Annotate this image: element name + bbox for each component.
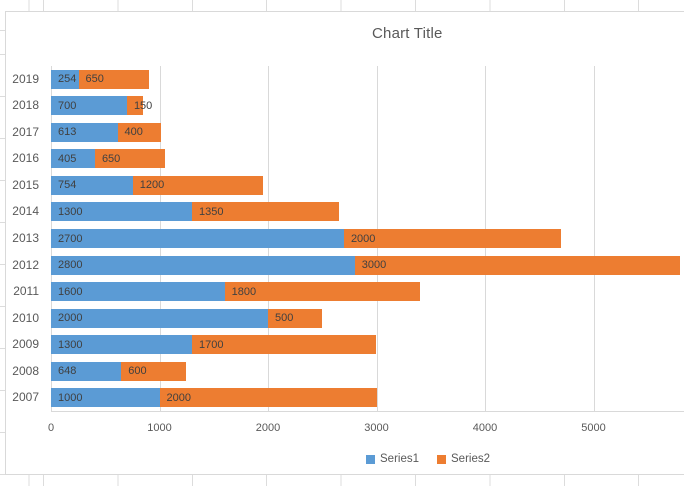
data-label: 2000 xyxy=(350,232,376,245)
data-label: 254 xyxy=(58,73,77,86)
bar-segment-series2-2010[interactable]: 500 xyxy=(268,308,323,328)
legend-label: Series2 xyxy=(451,453,490,465)
data-label: 400 xyxy=(124,126,143,139)
plot-area[interactable]: 254 650 700 150 613 400 405 650 754 1200 1300 1350 2… xyxy=(51,66,684,412)
data-label: 2000 xyxy=(166,391,191,404)
data-label: 1700 xyxy=(199,338,224,351)
legend-swatch-icon xyxy=(437,454,446,464)
category-label-2009[interactable]: 2009 xyxy=(12,337,39,352)
chart-title[interactable]: Chart Title xyxy=(372,25,443,42)
gridline-5000 xyxy=(593,66,595,411)
bar-segment-series2-2015[interactable]: 1200 xyxy=(132,175,263,195)
data-label: 600 xyxy=(128,365,147,378)
bar-segment-series1-2017[interactable]: 613 xyxy=(51,122,118,142)
bar-segment-series2-2007[interactable]: 2000 xyxy=(159,388,377,408)
bar-row-2012: 2800 3000 xyxy=(51,255,684,275)
data-label: 500 xyxy=(275,312,294,325)
category-label-2011[interactable]: 2011 xyxy=(13,284,39,299)
data-label: 2700 xyxy=(58,232,83,245)
bar-row-2017: 613 400 xyxy=(51,122,684,142)
bar-segment-series1-2010[interactable]: 2000 xyxy=(51,308,268,328)
bar-row-2007: 1000 2000 xyxy=(51,388,684,408)
bar-segment-series2-2014[interactable]: 1350 xyxy=(192,202,339,222)
category-label-2013[interactable]: 2013 xyxy=(12,231,39,245)
legend-swatch-icon xyxy=(366,454,375,464)
bar-segment-series2-2018[interactable]: 150 xyxy=(126,96,152,116)
bar-segment-series1-2018[interactable]: 700 xyxy=(51,96,127,116)
bar-segment-series1-2012[interactable]: 2800 xyxy=(51,255,355,275)
data-label: 1200 xyxy=(139,179,165,192)
bar-segment-series2-2017[interactable]: 400 xyxy=(117,122,161,142)
bar-row-2016: 405 650 xyxy=(51,149,684,169)
bar-row-2019: 254 650 xyxy=(51,69,684,89)
x-tick-label-1000[interactable]: 1000 xyxy=(147,422,172,434)
legend-item-series1[interactable]: Series1 xyxy=(366,453,419,465)
data-label: 2000 xyxy=(58,312,83,325)
bar-row-2011: 1600 1800 xyxy=(51,282,684,302)
bar-segment-series1-2009[interactable]: 1300 xyxy=(51,335,193,355)
bar-row-2015: 754 1200 xyxy=(51,175,684,195)
x-tick-label-2000[interactable]: 2000 xyxy=(255,422,281,434)
data-label: 1350 xyxy=(199,205,224,218)
data-label: 1300 xyxy=(58,338,83,351)
bar-segment-series1-2014[interactable]: 1300 xyxy=(51,202,193,222)
bar-row-2018: 700 150 xyxy=(51,96,684,116)
bar-segment-series2-2008[interactable]: 600 xyxy=(121,361,187,381)
category-label-2007[interactable]: 2007 xyxy=(12,390,39,405)
bar-segment-series1-2015[interactable]: 754 xyxy=(51,175,133,195)
chart-area[interactable]: Chart Title 254 650 700 150 613 400 405 650 754 1… xyxy=(5,11,684,475)
legend-item-series2[interactable]: Series2 xyxy=(437,453,490,465)
category-label-2016[interactable]: 2016 xyxy=(12,151,39,166)
bar-segment-series2-2011[interactable]: 1800 xyxy=(224,282,420,302)
category-label-2019[interactable]: 2019 xyxy=(12,71,39,86)
value-axis-line xyxy=(51,411,684,412)
bar-segment-series1-2019[interactable]: 254 xyxy=(51,69,79,89)
data-label: 754 xyxy=(58,179,77,192)
bar-segment-series1-2013[interactable]: 2700 xyxy=(51,229,344,248)
bar-segment-series2-2013[interactable]: 2000 xyxy=(343,229,561,248)
category-label-2017[interactable]: 2017 xyxy=(12,124,39,139)
data-label: 1300 xyxy=(58,205,83,218)
bar-segment-series1-2011[interactable]: 1600 xyxy=(51,282,225,302)
bar-row-2013: 2700 2000 xyxy=(51,229,684,248)
data-label: 3000 xyxy=(361,259,387,272)
category-label-2008[interactable]: 2008 xyxy=(12,363,39,378)
data-label: 1000 xyxy=(58,391,83,404)
bar-row-2009: 1300 1700 xyxy=(51,335,684,355)
bar-segment-series2-2019[interactable]: 650 xyxy=(78,69,150,89)
data-label: 700 xyxy=(58,99,77,112)
bar-row-2014: 1300 1350 xyxy=(51,202,684,222)
x-tick-label-0[interactable]: 0 xyxy=(47,422,55,434)
bar-segment-series1-2008[interactable]: 648 xyxy=(51,361,122,381)
x-tick-label-3000[interactable]: 3000 xyxy=(364,422,389,434)
data-label: 613 xyxy=(58,126,77,139)
chart-legend[interactable]: Series1 Series2 xyxy=(366,453,490,465)
legend-label: Series1 xyxy=(380,453,419,465)
bar-segment-series2-2016[interactable]: 650 xyxy=(94,149,166,169)
x-tick-label-5000[interactable]: 5000 xyxy=(581,422,606,434)
bar-segment-series1-2016[interactable]: 405 xyxy=(51,149,95,169)
bar-row-2008: 648 600 xyxy=(51,361,684,381)
data-label: 1800 xyxy=(231,285,257,298)
category-label-2018[interactable]: 2018 xyxy=(12,98,39,113)
category-label-2012[interactable]: 2012 xyxy=(12,257,39,272)
data-label: 2800 xyxy=(58,259,83,272)
data-label: 648 xyxy=(58,365,77,378)
bar-row-2010: 2000 500 xyxy=(51,308,684,328)
data-label: 405 xyxy=(58,152,77,165)
category-label-2010[interactable]: 2010 xyxy=(12,310,39,325)
category-label-2015[interactable]: 2015 xyxy=(12,177,39,192)
bar-segment-series2-2012[interactable]: 3000 xyxy=(354,255,681,275)
data-label: 150 xyxy=(133,99,153,112)
data-label: 1600 xyxy=(58,285,83,298)
category-label-2014[interactable]: 2014 xyxy=(12,204,39,219)
bar-segment-series1-2007[interactable]: 1000 xyxy=(51,388,160,408)
bar-segment-series2-2009[interactable]: 1700 xyxy=(192,335,377,355)
data-label: 650 xyxy=(85,73,104,86)
data-label: 650 xyxy=(101,152,121,165)
x-tick-label-4000[interactable]: 4000 xyxy=(472,422,498,434)
